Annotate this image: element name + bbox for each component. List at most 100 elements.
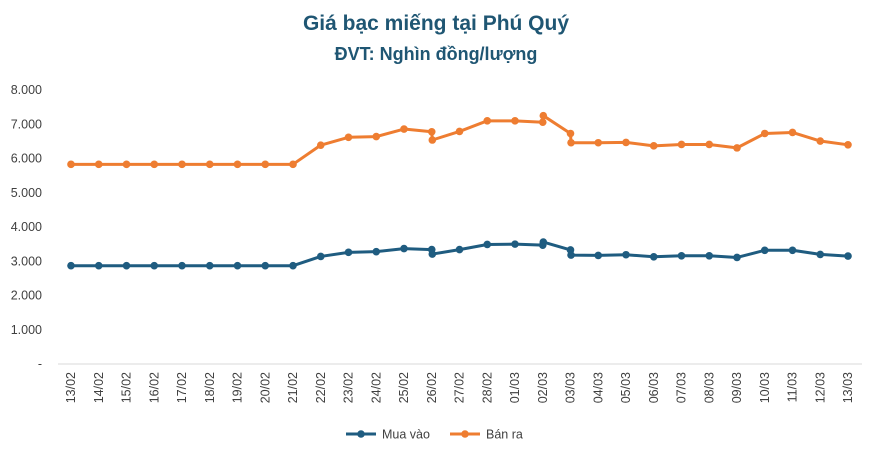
data-point: [844, 141, 852, 149]
data-point: [261, 160, 270, 169]
data-point: [511, 117, 519, 125]
data-point: [649, 252, 658, 261]
data-point: [538, 118, 547, 126]
data-point: [122, 160, 131, 169]
data-point: [205, 261, 214, 270]
data-point: [539, 238, 548, 246]
x-tick-label: 23/02: [342, 372, 356, 403]
y-tick-label: 7.000: [11, 117, 42, 131]
data-point: [649, 142, 658, 150]
x-tick-label: 01/03: [508, 372, 522, 403]
data-point: [400, 244, 408, 253]
legend-marker-1: [357, 430, 365, 438]
data-point: [760, 129, 769, 138]
x-tick-label: 13/03: [841, 372, 855, 403]
x-tick-label: 16/02: [147, 372, 161, 403]
data-point: [566, 129, 575, 138]
data-point: [94, 160, 103, 169]
y-tick-label: 8.000: [11, 83, 42, 97]
y-tick-label: 3.000: [11, 254, 42, 268]
x-tick-label: 13/02: [64, 372, 78, 403]
data-point: [427, 127, 436, 136]
data-point: [677, 140, 686, 149]
data-point: [760, 246, 769, 255]
data-point: [178, 160, 186, 169]
data-point: [344, 133, 353, 142]
chart-title: Giá bạc miếng tại Phú Quý: [302, 12, 570, 35]
data-point: [511, 240, 519, 248]
data-point: [344, 248, 353, 257]
data-point: [67, 160, 75, 169]
data-point: [483, 240, 492, 249]
data-point: [567, 138, 575, 147]
data-point: [150, 160, 159, 169]
data-point: [205, 160, 214, 169]
data-point: [233, 160, 242, 169]
data-point: [677, 251, 686, 260]
data-point: [567, 251, 575, 259]
data-point: [428, 136, 437, 144]
data-point: [455, 127, 464, 136]
data-point: [539, 111, 548, 120]
x-tick-label: 07/03: [675, 372, 689, 403]
data-point: [94, 261, 103, 270]
x-tick-label: 14/02: [92, 372, 106, 403]
x-tick-label: 09/03: [730, 372, 744, 403]
x-tick-label: 28/02: [480, 372, 494, 403]
x-tick-label: 25/02: [397, 372, 411, 403]
data-point: [844, 252, 852, 260]
data-point: [67, 261, 75, 270]
x-tick-label: 20/02: [258, 372, 272, 403]
data-point: [372, 247, 381, 256]
legend-label-2: Bán ra: [486, 428, 523, 442]
x-tick-label: 05/03: [619, 372, 633, 403]
data-point: [455, 245, 464, 254]
data-point: [788, 246, 797, 255]
series-line-1: [69, 240, 850, 268]
data-point: [594, 251, 603, 260]
x-tick-label: 12/03: [813, 372, 827, 403]
data-point: [733, 253, 741, 262]
x-tick-label: 21/02: [286, 372, 300, 403]
y-tick-label: -: [38, 357, 42, 371]
chart-subtitle: ĐVT: Nghìn đồng/lượng: [334, 44, 538, 64]
data-point: [233, 261, 242, 270]
x-tick-label: 03/03: [564, 372, 578, 403]
legend-marker-2: [461, 430, 469, 438]
y-tick-label: 1.000: [11, 323, 42, 337]
data-point: [816, 250, 825, 259]
data-point: [483, 117, 492, 125]
data-point: [316, 252, 325, 261]
data-point: [372, 132, 381, 141]
x-tick-label: 24/02: [369, 372, 383, 403]
x-tick-label: 27/02: [453, 372, 467, 403]
data-point: [122, 261, 131, 270]
x-tick-label: 11/03: [786, 372, 800, 402]
data-point: [622, 138, 630, 147]
data-point: [150, 261, 159, 270]
data-point: [289, 160, 297, 169]
data-point: [261, 261, 270, 270]
data-point: [788, 128, 797, 137]
data-point: [289, 261, 297, 270]
series-line-2: [69, 114, 850, 166]
data-point: [622, 250, 630, 259]
x-tick-label: 08/03: [702, 372, 716, 403]
data-point: [594, 138, 603, 147]
x-tick-label: 22/02: [314, 372, 328, 403]
x-tick-label: 17/02: [175, 372, 189, 403]
x-tick-label: 02/03: [536, 372, 550, 403]
y-tick-label: 2.000: [11, 289, 42, 303]
data-point: [705, 140, 714, 149]
data-point: [428, 250, 437, 258]
x-tick-label: 10/03: [758, 372, 772, 403]
x-tick-label: 06/03: [647, 372, 661, 403]
x-tick-label: 19/02: [231, 372, 245, 403]
y-tick-label: 6.000: [11, 152, 42, 166]
y-tick-label: 4.000: [11, 220, 42, 234]
data-point: [733, 144, 741, 152]
data-point: [400, 125, 408, 133]
data-point: [705, 251, 714, 260]
x-tick-label: 18/02: [203, 372, 217, 403]
